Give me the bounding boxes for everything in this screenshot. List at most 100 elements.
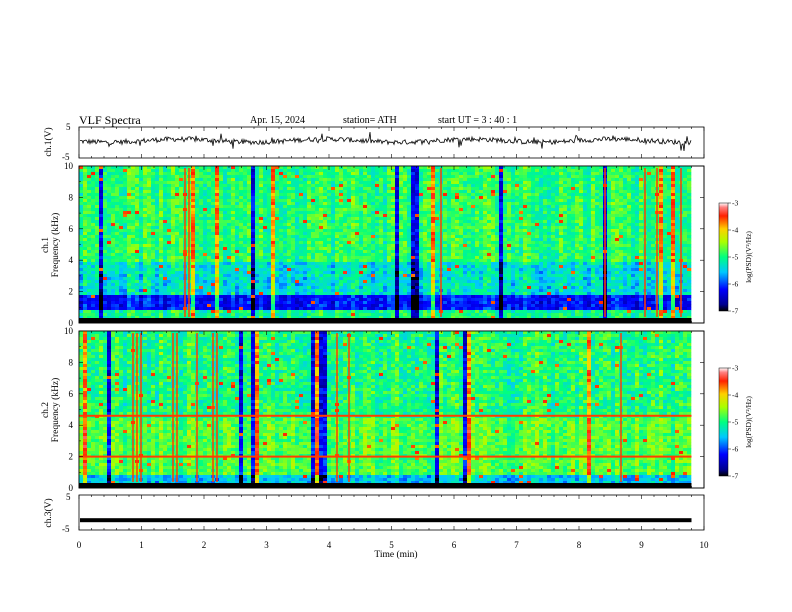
spectrogram-cell [451, 286, 456, 290]
spectrogram-cell [127, 274, 132, 278]
spectrogram-cell [131, 313, 136, 317]
spectrogram-cell [327, 277, 332, 281]
spectrogram-cell [147, 271, 152, 275]
spectrogram-cell [343, 184, 348, 188]
spectrogram-cell [375, 283, 380, 287]
spectrogram-cell [195, 286, 200, 290]
spectrogram-cell [343, 229, 348, 233]
spectrogram-cell [171, 199, 176, 203]
spectrogram-cell [103, 292, 108, 296]
spectrogram-cell [391, 220, 396, 224]
spectrogram-cell [223, 238, 228, 242]
spectrogram-cell [255, 211, 260, 215]
spectrogram-cell [451, 217, 456, 221]
spectrogram-cell [163, 193, 168, 197]
spectrogram-cell [179, 277, 184, 281]
spectrogram-cell [207, 265, 212, 269]
spectrogram-cell [215, 283, 220, 287]
spectrogram-cell [447, 301, 452, 305]
spectrogram-cell [431, 223, 436, 227]
spectrogram-cell [243, 205, 248, 209]
spectrogram-cell [455, 298, 460, 302]
spectrogram-cell [179, 181, 184, 185]
spectrogram-cell [143, 271, 148, 275]
spectrogram-cell [207, 175, 212, 179]
spectrogram-cell [99, 175, 104, 179]
spectrogram-cell [275, 298, 280, 302]
spectrogram-cell [415, 253, 420, 257]
spectrogram-cell [367, 286, 372, 290]
spectrogram-cell [171, 196, 176, 200]
spectrogram-cell [359, 262, 364, 266]
spectrogram-cell [175, 211, 180, 215]
spectrogram-cell [295, 298, 300, 302]
spectrogram-cell [143, 199, 148, 203]
spectrogram-cell [275, 301, 280, 305]
spectrogram-cell [299, 253, 304, 257]
spectrogram-cell [335, 187, 340, 191]
spectrogram-cell [339, 193, 344, 197]
spectrogram-cell [163, 277, 168, 281]
spectrogram-cell [427, 241, 432, 245]
spectrogram-cell [399, 244, 404, 248]
spectrogram-cell [367, 217, 372, 221]
spectrogram-cell [399, 250, 404, 254]
spectrogram-cell [247, 247, 252, 251]
spectrogram-cell [195, 253, 200, 257]
spectrogram-cell [163, 295, 168, 299]
spectrogram-cell [295, 175, 300, 179]
spectrogram-cell [163, 265, 168, 269]
spectrogram-cell [443, 178, 448, 182]
spectrogram-cell [331, 229, 336, 233]
spectrogram-cell [331, 286, 336, 290]
spectrogram-cell [111, 295, 116, 299]
spectrogram-cell [119, 310, 124, 314]
spectrogram-cell [143, 181, 148, 185]
spectrogram-cell [111, 259, 116, 263]
spectrogram-cell [99, 307, 104, 311]
spectrogram-cell [107, 214, 112, 218]
spectrogram-cell [231, 172, 236, 176]
spectrogram-cell [179, 307, 184, 311]
spectrogram-cell [343, 166, 348, 170]
spectrogram-cell [263, 268, 268, 272]
spectrogram-cell [203, 307, 208, 311]
spectrogram-cell [163, 283, 168, 287]
spectrogram-cell [95, 304, 100, 308]
spectrogram-cell [339, 298, 344, 302]
spectrogram-cell [263, 166, 268, 170]
spectrogram-cell [155, 310, 160, 314]
spectrogram-cell [403, 196, 408, 200]
spectrogram-cell [331, 172, 336, 176]
spectrogram-cell [171, 277, 176, 281]
spectrogram-cell [191, 181, 196, 185]
spectrogram-cell [371, 256, 376, 260]
spectrogram-cell [191, 193, 196, 197]
spectrogram-cell [459, 226, 464, 230]
spectrogram-cell [115, 238, 120, 242]
spectrogram-cell [431, 166, 436, 170]
spectrogram-cell [331, 175, 336, 179]
spectrogram-cell [315, 205, 320, 209]
spectrogram-cell [255, 187, 260, 191]
spectrogram-cell [375, 256, 380, 260]
spectrogram-cell [247, 187, 252, 191]
spectrogram-cell [407, 184, 412, 188]
spectrogram-cell [363, 199, 368, 203]
spectrogram-cell [443, 241, 448, 245]
spectrogram-cell [163, 202, 168, 206]
spectrogram-cell [235, 196, 240, 200]
spectrogram-cell [287, 271, 292, 275]
spectrogram-cell [451, 283, 456, 287]
spectrogram-cell [163, 298, 168, 302]
spectrogram-cell [255, 214, 260, 218]
spectrogram-cell [347, 226, 352, 230]
spectrogram-cell [419, 310, 424, 314]
spectrogram-cell [247, 274, 252, 278]
spectrogram-cell [211, 295, 216, 299]
spectrogram-cell [391, 280, 396, 284]
spectrogram-cell [231, 280, 236, 284]
spectrogram-cell [435, 208, 440, 212]
spectrogram-cell [119, 277, 124, 281]
spectrogram-cell [379, 301, 384, 305]
